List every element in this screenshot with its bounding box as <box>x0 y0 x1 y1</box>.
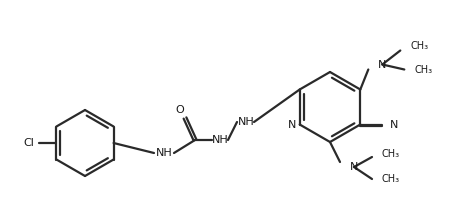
Text: Cl: Cl <box>23 138 34 148</box>
Text: NH: NH <box>237 117 254 127</box>
Text: CH₃: CH₃ <box>381 149 399 159</box>
Text: N: N <box>390 119 398 129</box>
Text: CH₃: CH₃ <box>409 40 427 51</box>
Text: CH₃: CH₃ <box>381 174 399 184</box>
Text: CH₃: CH₃ <box>414 64 431 74</box>
Text: NH: NH <box>211 135 228 145</box>
Text: N: N <box>288 119 296 129</box>
Text: O: O <box>175 105 184 115</box>
Text: N: N <box>377 59 386 70</box>
Text: N: N <box>349 162 358 172</box>
Text: NH: NH <box>155 148 172 158</box>
